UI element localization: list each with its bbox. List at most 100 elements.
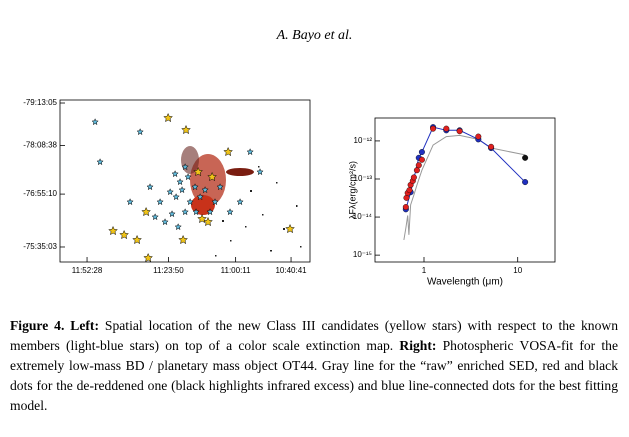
x-tick-label: 11:23:50 <box>153 266 184 275</box>
star-point <box>207 171 218 182</box>
star-point <box>285 223 295 234</box>
star-point <box>178 186 186 194</box>
star-point <box>211 198 219 206</box>
star-point <box>226 208 234 216</box>
extinction-blob <box>190 154 226 206</box>
x-axis-label: Wavelength (μm) <box>427 277 503 288</box>
caption-text: Photospheric VOSA-fit for the extremely … <box>10 338 618 413</box>
x-tick-label: 10 <box>513 266 522 275</box>
y-tick-label: -79:13:05 <box>23 98 57 107</box>
extinction-blob <box>226 168 254 176</box>
y-tick-label: 10⁻¹³ <box>354 174 373 183</box>
star-point <box>176 178 184 186</box>
dot <box>430 125 437 132</box>
star-point <box>223 146 234 157</box>
figure: 11:52:28 11:23:50 11:00:11 10:40:41 -75:35:0… <box>23 98 556 288</box>
star-point <box>126 198 134 206</box>
dot <box>456 128 463 135</box>
map-frame <box>59 99 311 263</box>
star-point <box>181 208 189 216</box>
dot <box>418 149 425 156</box>
dot <box>522 179 529 186</box>
star-point <box>146 183 154 191</box>
star-point <box>172 193 180 201</box>
star-point <box>193 166 204 177</box>
figure-caption: Figure 4. Left: Spatial location of the … <box>10 316 618 416</box>
series <box>402 124 529 213</box>
star-point <box>166 188 174 196</box>
star-point <box>136 128 144 136</box>
star-point <box>151 213 159 221</box>
x-tick-label: 10:40:41 <box>275 266 307 275</box>
extinction-specks <box>215 166 302 257</box>
x-tick-label: 1 <box>422 266 427 275</box>
star-point <box>191 183 199 191</box>
star-point <box>203 216 213 227</box>
series <box>522 154 529 161</box>
star-point <box>156 198 164 206</box>
star-point <box>206 208 214 216</box>
series <box>108 112 295 263</box>
star-point <box>119 229 130 240</box>
dot <box>402 204 409 211</box>
star-point <box>96 158 104 166</box>
y-tick-label: -78:08:38 <box>23 141 57 150</box>
star-point <box>181 163 189 171</box>
star-point <box>132 234 142 245</box>
star-point <box>108 225 118 236</box>
caption-text: Spatial location of the new Class III ca… <box>10 318 619 353</box>
star-point <box>256 168 264 176</box>
star-point <box>91 118 99 126</box>
star-point <box>141 206 152 217</box>
running-header: A. Bayo et al. <box>276 28 353 43</box>
dot <box>443 125 450 132</box>
x-tick-label: 11:00:11 <box>221 266 252 275</box>
sed-frame <box>374 117 556 263</box>
dot <box>410 174 417 181</box>
star-point <box>143 252 154 263</box>
y-tick-label: 10⁻¹² <box>354 136 373 145</box>
dot <box>522 154 529 161</box>
y-tick-label: -76:55:10 <box>23 189 57 198</box>
caption-label: Figure 4. <box>10 318 65 333</box>
dot <box>475 133 482 140</box>
star-point <box>186 198 194 206</box>
star-point <box>201 186 209 194</box>
star-point <box>174 223 182 231</box>
y-tick-label: 10⁻¹⁵ <box>353 250 372 259</box>
star-point <box>171 170 179 178</box>
x-tick-label: 11:52:28 <box>72 266 103 275</box>
caption-label: Left: <box>70 318 99 333</box>
extinction-blob <box>191 195 215 215</box>
star-point <box>216 183 224 191</box>
extinction-map <box>181 146 302 257</box>
star-point <box>196 193 204 201</box>
caption-label: Right: <box>399 338 437 353</box>
dot <box>415 162 422 169</box>
series <box>403 134 526 241</box>
star-point <box>236 198 244 206</box>
extinction-blob <box>181 146 199 174</box>
series-line <box>405 126 526 210</box>
dot <box>488 143 495 150</box>
series <box>402 125 495 211</box>
dot <box>418 156 425 163</box>
star-point <box>181 124 191 135</box>
series <box>91 118 264 231</box>
y-axis-label: λFλ(erg/cm²/s) <box>347 161 357 219</box>
star-point <box>163 112 174 123</box>
star-point <box>161 218 169 226</box>
y-tick-label: 10⁻¹⁴ <box>353 212 373 221</box>
star-point <box>184 173 192 181</box>
star-point <box>168 210 176 218</box>
star-point <box>178 234 189 245</box>
dot <box>403 194 410 201</box>
series-line <box>403 134 526 241</box>
star-point <box>197 213 207 224</box>
y-tick-label: -75:35:03 <box>23 242 57 251</box>
star-point <box>192 208 200 216</box>
star-point <box>246 148 254 156</box>
dot <box>413 167 420 174</box>
dot <box>406 187 413 194</box>
